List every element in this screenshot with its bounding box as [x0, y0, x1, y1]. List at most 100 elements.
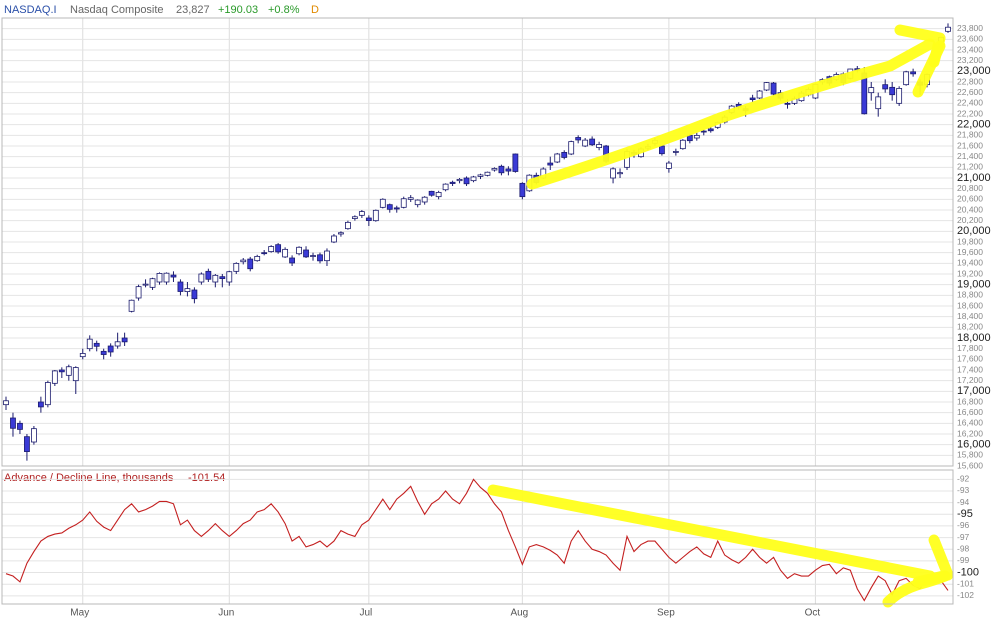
candle-body: [435, 191, 442, 198]
candle-body: [407, 197, 414, 200]
candle-body: [226, 271, 233, 283]
arrow-stroke: [882, 570, 951, 608]
highlight-arrows: [487, 24, 954, 608]
candle-body: [345, 221, 351, 230]
candle-body: [86, 338, 93, 350]
arrow-stroke: [487, 484, 936, 582]
candle-body: [3, 400, 9, 406]
y-tick-label: 22,600: [957, 87, 983, 97]
y-tick-label: 17,000: [957, 385, 991, 397]
candle-body: [282, 248, 289, 258]
period: D: [311, 4, 319, 16]
candle-body: [358, 211, 365, 216]
candle-body: [31, 428, 37, 443]
candle-body: [247, 258, 254, 270]
candle-body: [945, 26, 951, 32]
change: +190.03: [218, 4, 258, 16]
candle-body: [65, 366, 72, 376]
candle-body: [170, 274, 177, 278]
candle-body: [184, 288, 191, 293]
y-tick-label: 22,400: [957, 98, 983, 108]
candle-body: [784, 102, 791, 105]
y-tick-label: 22,800: [957, 76, 983, 86]
candle-body: [659, 145, 665, 155]
arrow-stroke: [526, 38, 936, 190]
y-tick-label: 21,600: [957, 140, 983, 150]
candle-body: [470, 176, 477, 182]
candle-body: [561, 151, 568, 158]
y-tick-label: 21,800: [957, 130, 983, 140]
candle-body: [310, 255, 316, 257]
y-tick-label: 16,200: [957, 428, 983, 438]
candle-body: [156, 273, 163, 283]
x-tick-label: May: [70, 608, 89, 619]
y-tick-label: 21,200: [957, 162, 983, 172]
candle-body: [442, 183, 449, 191]
candle-body: [672, 151, 679, 153]
candle-body: [770, 82, 777, 95]
candle-body: [149, 278, 156, 288]
candle-body: [505, 168, 512, 172]
candle-body: [107, 345, 114, 353]
candle-body: [261, 252, 268, 255]
candle-body: [17, 422, 23, 430]
candle-body: [365, 217, 372, 221]
y-tick-label: 23,200: [957, 55, 983, 65]
y-tick-label: 17,200: [957, 375, 983, 385]
candle-body: [428, 190, 435, 196]
y-tick-label: 23,400: [957, 44, 983, 54]
y-tick-label: 18,000: [957, 332, 991, 344]
candle-body: [707, 128, 714, 132]
panel-title: Advance / Decline Line, thousands: [4, 472, 174, 484]
x-tick-label: Jun: [218, 608, 234, 619]
y-tick-label: 23,000: [957, 65, 991, 77]
candle-body: [889, 86, 896, 96]
y-tick-label: 22,000: [957, 119, 991, 131]
candle-body: [484, 171, 491, 176]
candle-body: [875, 96, 882, 110]
candle-body: [903, 71, 910, 86]
candle-body: [254, 255, 261, 262]
candle-body: [596, 143, 603, 148]
candle-body: [198, 273, 205, 283]
candle-body: [296, 246, 302, 255]
y-tick-label: -94: [957, 497, 970, 507]
y-tick-label: 17,600: [957, 354, 983, 364]
candle-body: [449, 181, 456, 184]
candle-body: [896, 88, 903, 104]
candle-body: [219, 276, 226, 279]
y-tick-label: -95: [957, 508, 973, 520]
candle-body: [547, 162, 554, 166]
candle-body: [268, 246, 275, 253]
candle-body: [665, 162, 672, 169]
y-tick-label: 21,000: [957, 172, 991, 184]
y-tick-label: -93: [957, 485, 970, 495]
arrow-stroke: [912, 40, 946, 98]
y-tick-label: 20,000: [957, 225, 991, 237]
candle-body: [400, 198, 407, 208]
candle-body: [324, 250, 330, 262]
y-tick-label: 19,000: [957, 279, 991, 291]
candle-body: [386, 204, 393, 210]
y-tick-label: -101: [957, 578, 974, 588]
candle-body: [177, 281, 184, 292]
candle-body: [414, 199, 421, 206]
x-tick-label: Jul: [359, 608, 372, 619]
breadth-frame: [1, 469, 954, 605]
candle-body: [568, 141, 575, 155]
last-price: 23,827: [176, 4, 210, 16]
y-tick-label: 16,800: [957, 396, 983, 406]
price-frame: [1, 17, 954, 467]
candle-body: [303, 249, 309, 258]
y-tick-label: -102: [957, 590, 974, 600]
y-tick-label: 18,400: [957, 311, 983, 321]
y-tick-label: -99: [957, 555, 970, 565]
candle-body: [10, 417, 16, 429]
candle-body: [93, 342, 100, 347]
y-tick-label: 21,400: [957, 151, 983, 161]
y-tick-label: 18,800: [957, 290, 983, 300]
candle-body: [512, 153, 519, 172]
candle-body: [24, 436, 30, 452]
index-name: Nasdaq Composite: [70, 4, 164, 16]
